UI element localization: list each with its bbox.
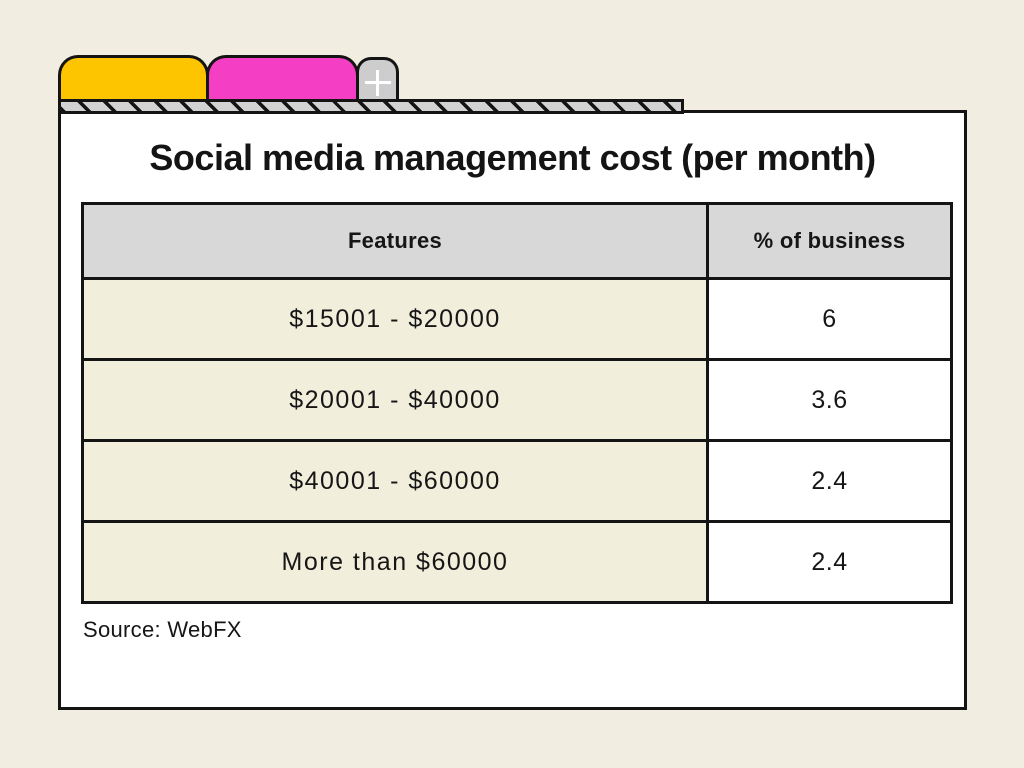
- column-header-percent: % of business: [706, 202, 953, 280]
- table-row: $20001 - $40000 3.6: [81, 358, 953, 442]
- percent-cell: 2.4: [706, 439, 953, 523]
- feature-cell: $20001 - $40000: [81, 358, 709, 442]
- table-row: $15001 - $20000 6: [81, 277, 953, 361]
- percent-cell: 6: [706, 277, 953, 361]
- table-row: More than $60000 2.4: [81, 520, 953, 604]
- column-header-features: Features: [81, 202, 709, 280]
- table-header-row: Features % of business: [81, 202, 953, 280]
- plus-icon: [364, 69, 391, 96]
- page-title: Social media management cost (per month): [149, 137, 876, 178]
- cost-table: Features % of business $15001 - $20000 6…: [81, 202, 953, 604]
- new-tab-button: [356, 57, 399, 103]
- feature-cell: $40001 - $60000: [81, 439, 709, 523]
- feature-cell: $15001 - $20000: [81, 277, 709, 361]
- tab-pink: [206, 55, 359, 103]
- feature-cell: More than $60000: [81, 520, 709, 604]
- hatched-divider-bar: [58, 99, 684, 114]
- percent-cell: 3.6: [706, 358, 953, 442]
- content-card: Social media management cost (per month)…: [58, 110, 967, 710]
- tab-yellow: [58, 55, 209, 103]
- source-note: Source: WebFX: [83, 617, 242, 642]
- table-row: $40001 - $60000 2.4: [81, 439, 953, 523]
- percent-cell: 2.4: [706, 520, 953, 604]
